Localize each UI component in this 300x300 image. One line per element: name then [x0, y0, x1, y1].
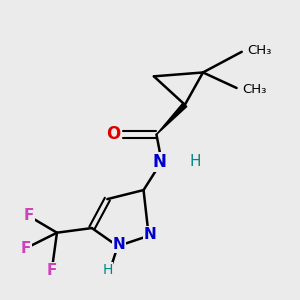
Text: F: F	[23, 208, 34, 224]
Text: N: N	[144, 227, 156, 242]
Text: F: F	[21, 241, 31, 256]
Text: CH₃: CH₃	[242, 83, 266, 96]
Text: O: O	[106, 125, 120, 143]
Text: H: H	[102, 263, 112, 277]
Text: H: H	[190, 154, 201, 169]
Text: CH₃: CH₃	[247, 44, 271, 57]
Text: F: F	[46, 263, 57, 278]
Polygon shape	[157, 103, 187, 134]
Text: N: N	[112, 237, 125, 252]
Text: N: N	[152, 153, 166, 171]
